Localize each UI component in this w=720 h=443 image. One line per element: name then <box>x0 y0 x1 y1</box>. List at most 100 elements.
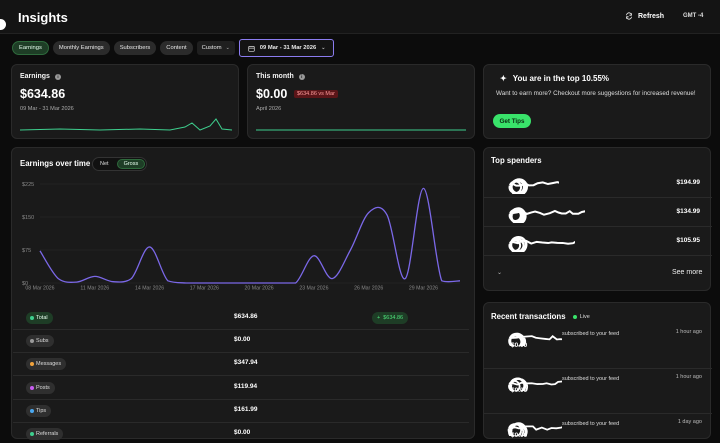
earnings-label: Earnings <box>20 73 50 80</box>
change-value: $634.86 <box>383 315 404 321</box>
x-tick-label: 14 Mar 2026 <box>135 286 164 292</box>
chevron-down-icon: ⌄ <box>225 45 230 51</box>
top-spenders-title: Top spenders <box>491 156 542 165</box>
earnings-over-time-card: Earnings over time Net Gross $225 $150 $75… <box>11 147 475 440</box>
x-tick-label: 17 Mar 2026 <box>190 286 219 292</box>
category-dot <box>30 432 34 436</box>
spender-amount: $194.99 <box>676 179 701 186</box>
category-label: Messages <box>36 361 62 368</box>
avatar <box>508 207 585 223</box>
category-pill: Posts <box>26 381 55 394</box>
x-tick-label: 29 Mar 2026 <box>409 286 438 292</box>
this-month-sparkline <box>256 129 466 131</box>
date-range-picker[interactable]: 09 Mar - 31 Mar 2026 ⌄ <box>238 39 335 57</box>
tab-content[interactable]: Content <box>160 41 193 55</box>
category-pill: Messages <box>26 358 67 371</box>
category-dot <box>30 408 34 413</box>
top-spenders-card: Top spenders $194.99 $134.99 $105.95 ⌄ See… <box>483 147 712 291</box>
toggle-gross[interactable]: Gross <box>116 159 146 169</box>
this-month-period: April 2026 <box>256 106 282 112</box>
this-month-value: $0.00 <box>256 87 288 101</box>
transaction-time: 1 day ago <box>677 419 702 425</box>
category-dot <box>30 385 34 390</box>
transaction-row[interactable]: subscribed to your feed 1 day ago $0.00 <box>484 415 712 443</box>
spender-row[interactable]: $105.95 <box>484 228 712 256</box>
breakdown-row-posts[interactable]: Posts $119.94 <box>13 377 469 400</box>
spender-row[interactable]: $134.99 <box>484 199 712 227</box>
category-value: $0.00 <box>234 336 251 344</box>
change-badge: + $634.86 <box>372 312 409 324</box>
category-label: Referrals <box>36 431 59 437</box>
top-percent-header: ✦ You are in the top 10.55% <box>500 74 609 83</box>
category-dot <box>30 362 34 367</box>
earnings-card-header: Earnings i <box>20 73 61 80</box>
y-tick-label: $225 <box>22 182 34 188</box>
transaction-row[interactable]: subscribed to your feed 1 hour ago $0.00 <box>484 325 712 369</box>
see-more-link[interactable]: See more <box>672 269 703 276</box>
arrow-up-icon: + <box>377 315 381 321</box>
transaction-description: subscribed to your feed <box>562 331 620 337</box>
calendar-icon <box>248 45 255 52</box>
transaction-amount: $0.00 <box>511 432 528 439</box>
top-percent-card: ✦ You are in the top 10.55% Want to earn… <box>483 64 711 139</box>
transaction-description: subscribed to your feed <box>562 376 620 382</box>
transaction-time: 1 hour ago <box>675 374 702 380</box>
category-pill: Referrals <box>26 428 64 440</box>
tab-subscribers[interactable]: Subscribers <box>113 41 157 55</box>
live-badge: Live <box>572 314 590 320</box>
breakdown-row-total[interactable]: Total $634.86 + $634.86 <box>13 307 469 330</box>
top-percent-text: Want to earn more? Checkout more suggest… <box>496 90 696 97</box>
transaction-time: 1 hour ago <box>675 329 702 335</box>
x-tick-label: 26 Mar 2026 <box>354 286 383 292</box>
x-tick-label: 23 Mar 2026 <box>299 286 328 292</box>
earnings-chart: $225 $150 $75 $008 Mar 2026 11 Mar 2026 14 Ma… <box>22 182 461 292</box>
refresh-icon <box>626 12 632 20</box>
breakdown-row-referrals[interactable]: Referrals $0.00 <box>13 423 469 443</box>
toggle-net[interactable]: Net <box>100 161 109 167</box>
custom-range-select[interactable]: Custom ⌄ <box>196 41 235 55</box>
category-dot <box>30 316 34 320</box>
spender-amount: $105.95 <box>676 237 701 244</box>
vs-badge: $634.86 vs Mar <box>294 90 338 98</box>
breakdown-row-messages[interactable]: Messages $347.94 <box>13 353 469 377</box>
earnings-series-line <box>39 187 461 284</box>
get-tips-button[interactable]: Get Tips <box>493 114 531 128</box>
transaction-amount: $0.00 <box>511 342 528 349</box>
category-label: Subs <box>36 338 49 345</box>
filter-bar: Earnings Monthly Earnings Subscribers Co… <box>12 39 335 57</box>
avatar <box>507 422 562 436</box>
earnings-range: 09 Mar - 31 Mar 2026 <box>20 106 74 112</box>
y-tick-label: $150 <box>22 215 34 221</box>
top-percent-title: You are in the top 10.55% <box>512 74 610 83</box>
refresh-button[interactable]: Refresh <box>625 12 664 20</box>
transaction-amount: $0.00 <box>511 387 528 394</box>
category-value: $0.00 <box>234 429 251 436</box>
date-range-value: 09 Mar - 31 Mar 2026 <box>259 45 317 51</box>
top-bar: Insights Refresh GMT -4 <box>0 0 720 34</box>
tab-monthly-earnings[interactable]: Monthly Earnings <box>52 41 110 55</box>
recent-transactions-title: Recent transactions <box>491 312 566 321</box>
avatar <box>508 236 575 252</box>
chevron-down-icon[interactable]: ⌄ <box>497 270 503 276</box>
category-label: Total <box>36 315 48 321</box>
live-label: Live <box>579 314 590 320</box>
breakdown-row-tips[interactable]: Tips $161.99 <box>13 400 469 423</box>
earnings-card: Earnings i $634.86 09 Mar - 31 Mar 2026 <box>11 64 239 139</box>
spender-row[interactable]: $194.99 <box>484 170 712 198</box>
x-tick-label: 08 Mar 2026 <box>25 286 54 292</box>
info-icon[interactable]: i <box>54 73 61 80</box>
category-value: $634.86 <box>234 313 258 320</box>
timezone-label[interactable]: GMT -4 <box>683 13 704 19</box>
chevron-down-icon: ⌄ <box>321 45 326 51</box>
avatar <box>508 332 562 346</box>
category-value: $347.94 <box>234 359 258 367</box>
transaction-row[interactable]: subscribed to your feed 1 hour ago $0.00 <box>484 370 712 414</box>
breakdown-row-subs[interactable]: Subs $0.00 <box>13 330 469 354</box>
info-icon[interactable]: i <box>298 73 305 80</box>
this-month-header: This month i <box>256 73 305 80</box>
page-title: Insights <box>18 10 68 25</box>
recent-transactions-card: Recent transactions Live subscribed to y… <box>483 302 712 439</box>
category-pill: Tips <box>26 404 52 417</box>
refresh-label: Refresh <box>638 12 665 20</box>
tab-earnings[interactable]: Earnings <box>12 41 49 55</box>
